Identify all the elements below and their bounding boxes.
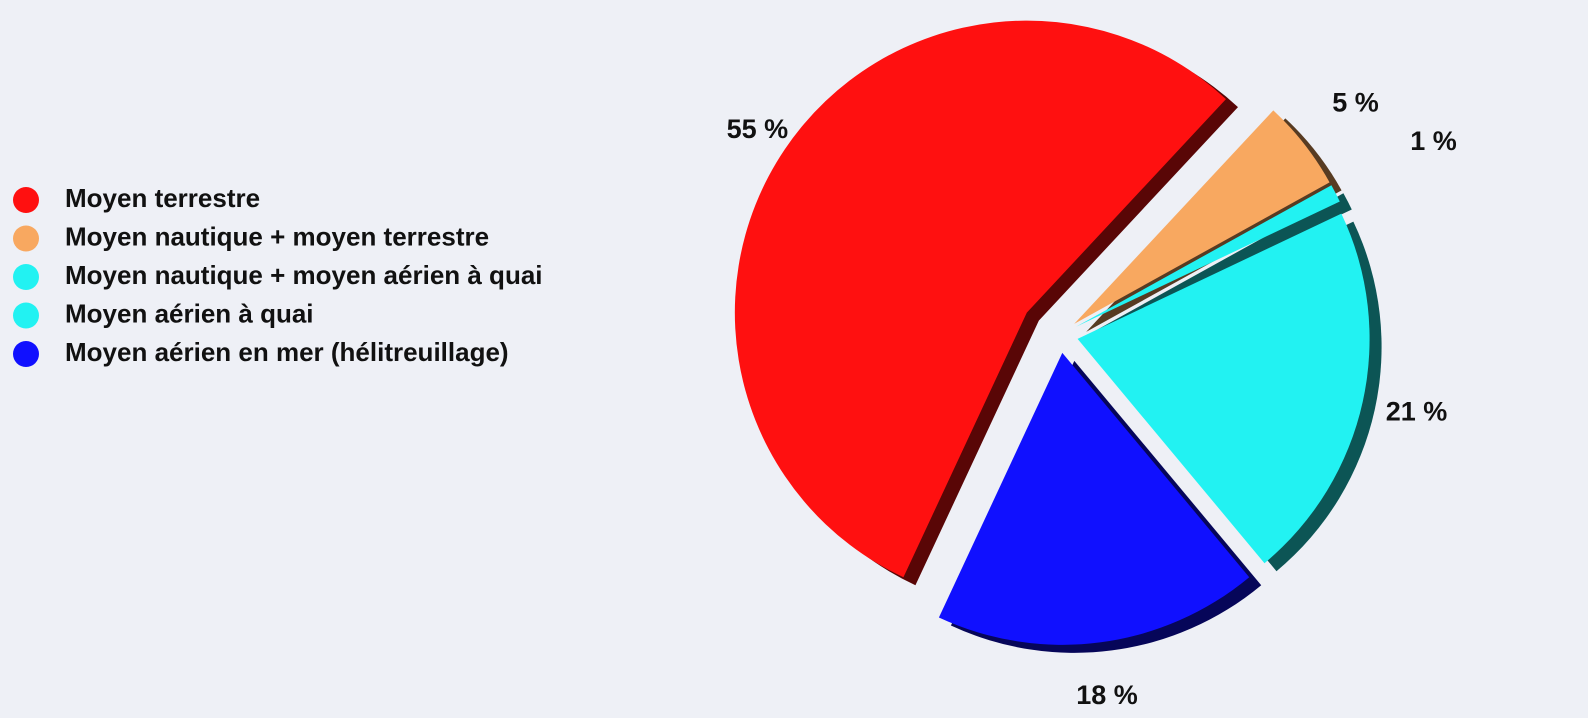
legend-label: Moyen terrestre: [65, 183, 260, 213]
legend-marker: [13, 303, 39, 329]
legend-marker: [13, 264, 39, 290]
legend-marker: [13, 226, 39, 252]
legend-label: Moyen nautique + moyen aérien à quai: [65, 260, 543, 290]
legend-marker: [13, 341, 39, 367]
data-label: 21 %: [1386, 397, 1448, 427]
legend-label: Moyen aérien à quai: [65, 298, 314, 328]
legend-marker: [13, 187, 39, 213]
data-label: 5 %: [1332, 87, 1379, 117]
chart: Moyen terrestre Moyen nautique + moyen te…: [0, 0, 1588, 718]
legend-label: Moyen nautique + moyen terrestre: [65, 221, 489, 251]
data-label: 18 %: [1076, 680, 1138, 710]
data-label: 55 %: [727, 114, 789, 144]
data-label: 1 %: [1410, 126, 1457, 156]
legend-label: Moyen aérien en mer (hélitreuillage): [65, 337, 509, 367]
